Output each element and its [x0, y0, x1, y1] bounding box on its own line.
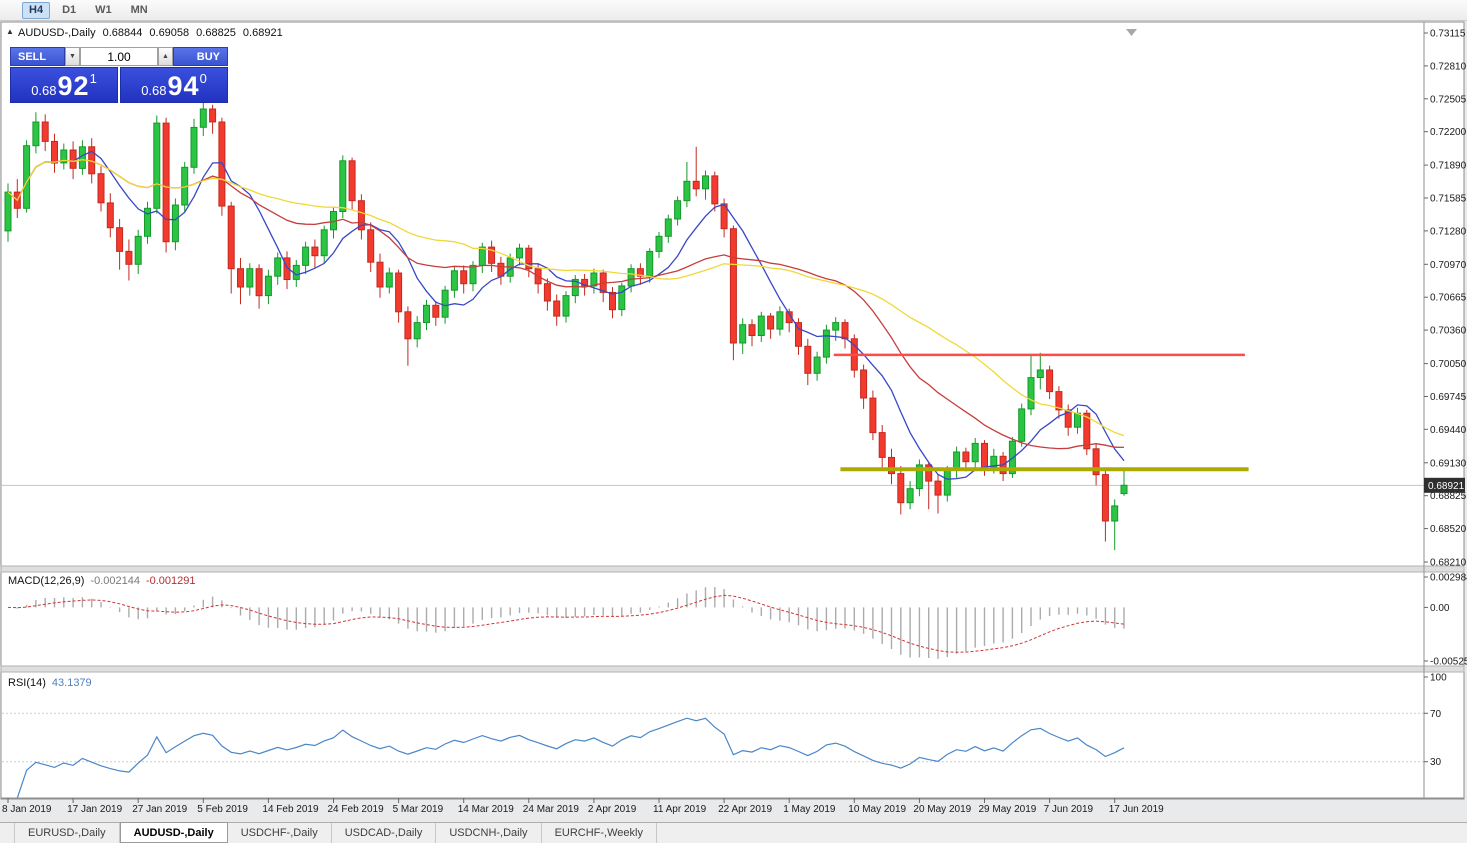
svg-text:2 Apr 2019: 2 Apr 2019	[588, 804, 637, 815]
macd-signal-value: -0.001291	[145, 575, 196, 587]
volume-increase-button[interactable]: ▲	[158, 47, 173, 66]
sell-price-big: 92	[57, 71, 90, 101]
svg-text:5 Feb 2019: 5 Feb 2019	[197, 804, 248, 815]
svg-text:0.70360: 0.70360	[1430, 326, 1467, 337]
one-click-trading-panel: SELL ▼ 1.00 ▲ BUY 0.68 92 1 0.68 94 0	[10, 47, 228, 103]
svg-text:5 Mar 2019: 5 Mar 2019	[393, 804, 444, 815]
svg-text:20 May 2019: 20 May 2019	[913, 804, 971, 815]
svg-text:10 May 2019: 10 May 2019	[848, 804, 906, 815]
svg-text:0.69745: 0.69745	[1430, 392, 1467, 403]
volume-decrease-button[interactable]: ▼	[65, 47, 80, 66]
svg-text:22 Apr 2019: 22 Apr 2019	[718, 804, 772, 815]
svg-text:-0.005256: -0.005256	[1430, 657, 1467, 668]
svg-text:0.71280: 0.71280	[1430, 226, 1467, 237]
buy-price-base: 0.68	[141, 83, 167, 98]
buy-button[interactable]: BUY	[173, 47, 228, 66]
svg-text:11 Apr 2019: 11 Apr 2019	[653, 804, 707, 815]
svg-text:0.70665: 0.70665	[1430, 293, 1467, 304]
svg-text:0.71890: 0.71890	[1430, 161, 1467, 172]
timeframe-w1-button[interactable]: W1	[95, 3, 112, 16]
svg-text:0.73115: 0.73115	[1430, 29, 1466, 40]
svg-text:70: 70	[1430, 709, 1442, 720]
ohlc-high: 0.69058	[149, 27, 190, 39]
volume-input[interactable]: 1.00	[80, 47, 158, 66]
rsi-indicator-label: RSI(14) 43.1379	[8, 677, 92, 689]
ohlc-low: 0.68825	[196, 27, 236, 39]
svg-text:0.68520: 0.68520	[1430, 524, 1467, 535]
tab-audusd-daily[interactable]: AUDUSD-,Daily	[119, 822, 228, 843]
macd-name: MACD(12,26,9)	[8, 575, 85, 587]
timeframe-mn-button[interactable]: MN	[130, 3, 148, 16]
sell-button[interactable]: SELL	[10, 47, 65, 66]
svg-text:1 May 2019: 1 May 2019	[783, 804, 836, 815]
collapse-panel-icon[interactable]: ▲	[6, 27, 14, 36]
svg-text:0.72505: 0.72505	[1430, 94, 1467, 105]
timeframe-h4-button[interactable]: H4	[22, 1, 51, 19]
tab-eurchf-weekly[interactable]: EURCHF-,Weekly	[542, 823, 657, 843]
svg-text:14 Mar 2019: 14 Mar 2019	[458, 804, 515, 815]
ohlc-close: 0.68921	[242, 27, 283, 39]
buy-price-sup: 0	[199, 71, 207, 86]
svg-text:0.72810: 0.72810	[1430, 61, 1467, 72]
svg-text:0.69130: 0.69130	[1430, 458, 1467, 469]
macd-indicator-label: MACD(12,26,9) -0.002144 -0.001291	[8, 575, 196, 587]
svg-text:0.68921: 0.68921	[1428, 481, 1465, 492]
sell-price-box[interactable]: 0.68 92 1	[10, 67, 118, 103]
ohlc-open: 0.68844	[102, 27, 143, 39]
sell-price-sup: 1	[89, 71, 97, 86]
svg-text:0.00: 0.00	[1430, 603, 1450, 614]
svg-text:0.002984: 0.002984	[1430, 573, 1467, 584]
svg-text:0.69440: 0.69440	[1430, 425, 1467, 436]
chart-tab-bar: EURUSD-,Daily AUDUSD-,Daily USDCHF-,Dail…	[0, 822, 1467, 843]
timeframe-toolbar: H4 D1 W1 MN	[0, 0, 1467, 21]
svg-text:8 Jan 2019: 8 Jan 2019	[2, 804, 52, 815]
svg-text:0.68210: 0.68210	[1430, 558, 1467, 569]
buy-price-big: 94	[167, 71, 200, 101]
tab-usdcad-daily[interactable]: USDCAD-,Daily	[332, 823, 437, 843]
svg-text:14 Feb 2019: 14 Feb 2019	[262, 804, 319, 815]
tab-usdchf-daily[interactable]: USDCHF-,Daily	[228, 823, 332, 843]
svg-text:0.72200: 0.72200	[1430, 127, 1467, 138]
svg-text:30: 30	[1430, 757, 1442, 768]
svg-text:17 Jan 2019: 17 Jan 2019	[67, 804, 122, 815]
macd-main-value: -0.002144	[90, 575, 140, 587]
svg-text:17 Jun 2019: 17 Jun 2019	[1109, 804, 1164, 815]
tab-eurusd-daily[interactable]: EURUSD-,Daily	[14, 823, 120, 843]
chart-canvas[interactable]: 0.73115 0.72810 0.72505 0.72200 0.71890 0.715…	[0, 0, 1467, 822]
rsi-name: RSI(14)	[8, 677, 46, 689]
svg-text:0.70050: 0.70050	[1430, 359, 1467, 370]
svg-text:27 Jan 2019: 27 Jan 2019	[132, 804, 187, 815]
chart-symbol-label: AUDUSD-,Daily	[18, 27, 96, 39]
svg-text:0.68825: 0.68825	[1430, 491, 1467, 502]
svg-text:7 Jun 2019: 7 Jun 2019	[1044, 804, 1094, 815]
svg-text:29 May 2019: 29 May 2019	[979, 804, 1037, 815]
svg-text:0.70970: 0.70970	[1430, 260, 1467, 271]
svg-text:24 Feb 2019: 24 Feb 2019	[328, 804, 385, 815]
svg-text:0.71585: 0.71585	[1430, 194, 1467, 205]
svg-text:100: 100	[1430, 673, 1447, 684]
chart-title-bar: AUDUSD-,Daily 0.68844 0.69058 0.68825 0.6892…	[18, 27, 290, 39]
tab-usdcnh-daily[interactable]: USDCNH-,Daily	[436, 823, 542, 843]
rsi-value: 43.1379	[51, 677, 92, 689]
buy-price-box[interactable]: 0.68 94 0	[120, 67, 228, 103]
timeframe-d1-button[interactable]: D1	[62, 3, 77, 16]
sell-price-base: 0.68	[31, 83, 57, 98]
svg-text:24 Mar 2019: 24 Mar 2019	[523, 804, 580, 815]
